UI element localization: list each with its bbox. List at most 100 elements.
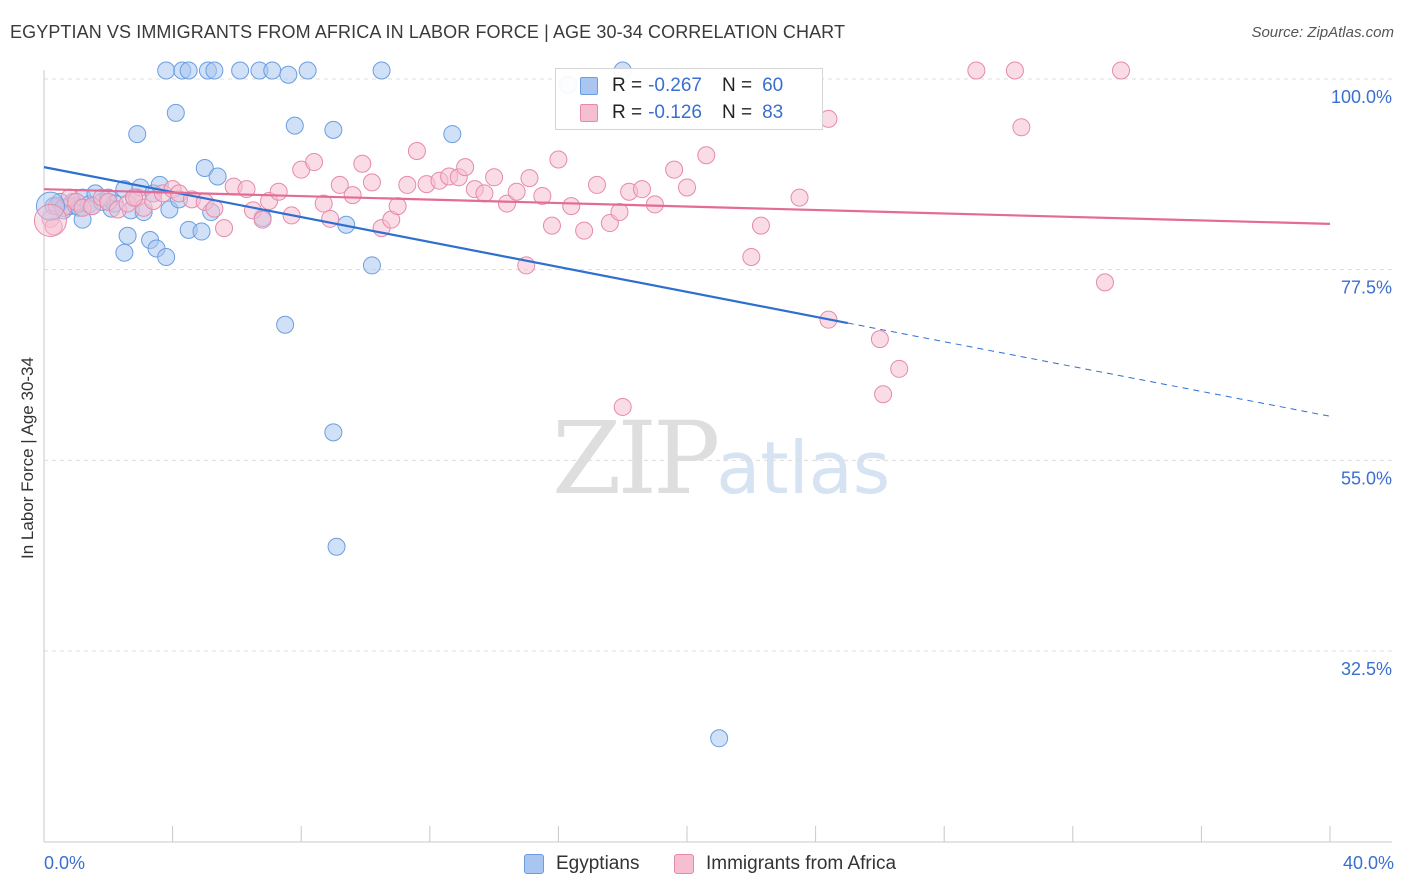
immigrants-point (507, 182, 526, 201)
watermark: ZIPatlas (552, 400, 890, 517)
egyptians-point (195, 158, 214, 177)
egyptians-point (192, 222, 211, 241)
egyptians-point (205, 61, 224, 80)
egyptians-point (179, 61, 198, 80)
egyptians-point (327, 537, 346, 556)
egyptians-point (128, 125, 147, 144)
stats-legend: R = -0.267 N = 60 R = -0.126 N = 83 (555, 68, 823, 130)
immigrants-point (575, 221, 594, 240)
legend-r-label: R = (612, 102, 643, 123)
egyptians-point (276, 315, 295, 334)
immigrants-point (497, 194, 516, 213)
immigrants-point (269, 182, 288, 201)
immigrants-point (870, 330, 889, 349)
immigrants-trend-line (43, 188, 1331, 226)
immigrants-point (562, 197, 581, 216)
immigrants-point (205, 199, 224, 218)
egyptians-point (231, 61, 250, 80)
egyptians-point (710, 729, 729, 748)
egyptians-point (279, 65, 298, 84)
egyptians-point (372, 61, 391, 80)
immigrants-point (33, 204, 67, 238)
legend-swatch-egyptians (580, 77, 598, 95)
immigrants-point (1112, 61, 1131, 80)
series-swatch-egyptians (524, 854, 544, 874)
legend-n-label: N = (721, 75, 753, 96)
egyptians-point (263, 61, 282, 80)
legend-row-immigrants: R = -0.126 N = 83 (580, 100, 783, 126)
legend-r-value: -0.267 (648, 75, 702, 96)
immigrants-point (742, 247, 761, 266)
x-tick-label-max: 40.0% (1342, 853, 1394, 873)
immigrants-point (1095, 273, 1114, 292)
immigrants-point (890, 359, 909, 378)
immigrants-point (790, 188, 809, 207)
egyptians-trend-extension (847, 322, 1331, 417)
immigrants-point (542, 216, 561, 235)
immigrants-point (125, 188, 144, 207)
y-tick-label: 77.5% (1341, 278, 1392, 298)
immigrants-point (967, 61, 986, 80)
legend-r-label: R = (612, 75, 643, 96)
egyptians-point (157, 247, 176, 266)
series-legend: Egyptians Immigrants from Africa (0, 851, 1406, 879)
egyptians-point (115, 243, 134, 262)
legend-row-egyptians: R = -0.267 N = 60 (580, 73, 783, 99)
x-tick-label-min: 0.0% (44, 853, 86, 873)
series-legend-immigrants[interactable]: Immigrants from Africa (674, 853, 896, 875)
immigrants-point (314, 194, 333, 213)
immigrants-point (215, 219, 234, 238)
immigrants-point (665, 160, 684, 179)
immigrants-point (485, 168, 504, 187)
watermark-zip: ZIP (552, 400, 720, 517)
immigrants-point (305, 153, 324, 172)
immigrants-point (751, 216, 770, 235)
chart-title: EGYPTIAN VS IMMIGRANTS FROM AFRICA IN LA… (10, 22, 846, 42)
immigrants-point (632, 180, 651, 199)
egyptians-point (166, 103, 185, 122)
legend-n-value: 60 (762, 75, 784, 96)
immigrants-point (587, 175, 606, 194)
y-tick-label: 32.5% (1341, 659, 1392, 679)
immigrants-point (407, 142, 426, 161)
immigrants-point (549, 150, 568, 169)
immigrants-point (343, 186, 362, 205)
egyptians-point (324, 120, 343, 139)
immigrants-point (697, 146, 716, 165)
legend-swatch-immigrants (580, 104, 598, 122)
egyptians-point (443, 125, 462, 144)
legend-r-value: -0.126 (648, 102, 702, 123)
immigrants-point (874, 385, 893, 404)
immigrants-point (678, 178, 696, 197)
egyptians-point (35, 191, 65, 221)
egyptians-point (324, 423, 343, 442)
immigrants-point (330, 175, 349, 194)
immigrants-point (475, 184, 494, 203)
legend-n-label: N = (721, 102, 753, 123)
series-legend-label: Immigrants from Africa (706, 853, 897, 874)
series-legend-egyptians[interactable]: Egyptians (524, 853, 639, 875)
y-tick-label: 100.0% (1331, 87, 1392, 107)
egyptians-point (118, 226, 137, 245)
egyptians-point (208, 167, 227, 186)
series-legend-label: Egyptians (556, 853, 640, 874)
immigrants-point (353, 154, 372, 173)
immigrants-point (613, 397, 632, 416)
series-swatch-immigrants (674, 854, 694, 874)
immigrants-point (237, 180, 256, 199)
y-tick-label: 55.0% (1341, 468, 1392, 488)
immigrants-point (533, 186, 552, 205)
immigrants-point (388, 197, 407, 216)
immigrants-point (1012, 118, 1031, 137)
egyptians-point (285, 116, 304, 135)
egyptians-point (157, 61, 176, 80)
immigrants-point (1005, 61, 1024, 80)
immigrants-point (398, 175, 417, 194)
egyptians-point (362, 256, 381, 275)
egyptians-point (298, 61, 317, 80)
immigrants-point (362, 173, 381, 192)
immigrants-point (253, 210, 272, 229)
immigrants-point (456, 158, 475, 177)
source-credit: Source: ZipAtlas.com (1251, 24, 1394, 41)
